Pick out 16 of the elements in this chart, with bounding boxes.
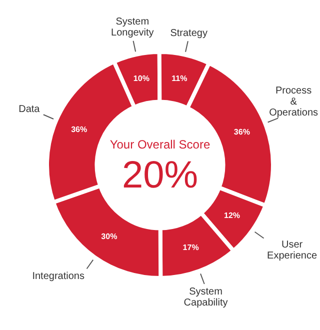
slice-label: Strategy bbox=[170, 28, 208, 39]
slice-label: Integrations bbox=[32, 270, 84, 282]
data-label: 30% bbox=[101, 232, 118, 242]
slice-label: System Longevity bbox=[111, 16, 154, 39]
data-label: 17% bbox=[182, 242, 199, 252]
slice-label: System Capability bbox=[184, 286, 228, 308]
data-label: 10% bbox=[133, 74, 150, 84]
data-label: 12% bbox=[224, 211, 240, 220]
slice-label: Data bbox=[18, 104, 40, 115]
data-label: 11% bbox=[172, 74, 188, 84]
data-label: 36% bbox=[71, 125, 88, 134]
data-label: 36% bbox=[234, 128, 250, 137]
slice-label: Process & Operations bbox=[269, 85, 318, 118]
slice-label: User Experience bbox=[267, 239, 318, 262]
text: Your Overall Score bbox=[110, 137, 210, 152]
text: 20% bbox=[122, 154, 198, 196]
